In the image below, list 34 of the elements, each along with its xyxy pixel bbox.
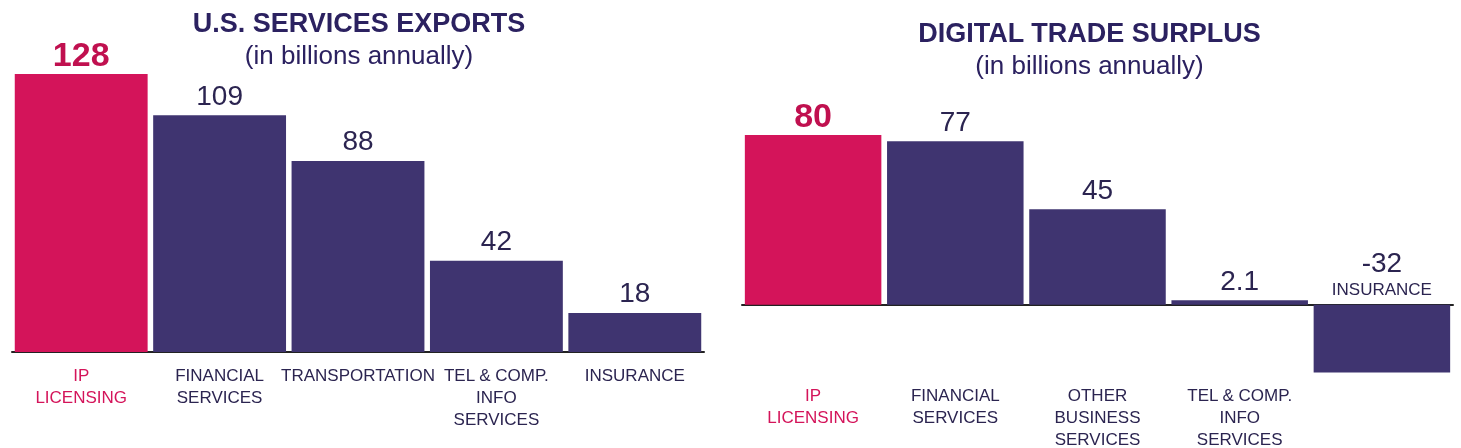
x-tick-label: OTHER BUSINESS SERVICES <box>1054 386 1141 448</box>
data-label: 45 <box>1081 173 1114 205</box>
x-tick-label: TEL & COMP. INFO SERVICES <box>443 365 549 429</box>
bar <box>14 74 148 352</box>
data-label: 109 <box>196 79 243 111</box>
bar <box>291 160 425 352</box>
x-tick-label: INSURANCE <box>584 365 685 385</box>
data-label: 42 <box>480 225 512 257</box>
x-tick-label: FINANCIAL SERVICES <box>175 365 264 407</box>
data-label: 80 <box>794 96 833 134</box>
chart-subtitle: (in billions annually) <box>975 50 1204 80</box>
bar <box>887 141 1024 305</box>
data-label: -32 <box>1361 247 1403 279</box>
data-label: 77 <box>939 105 971 137</box>
x-tick-label: INSURANCE <box>1331 280 1432 300</box>
data-label: 88 <box>342 125 374 157</box>
x-tick-label: TRANSPORTATION <box>281 365 435 385</box>
bar <box>1029 209 1166 305</box>
bar <box>429 260 563 352</box>
data-label: 18 <box>619 277 651 309</box>
chart-subtitle: (in billions annually) <box>244 40 474 70</box>
bar <box>744 135 882 305</box>
x-tick-label: IP LICENSING <box>35 365 128 407</box>
bar <box>568 312 702 352</box>
chart-title: DIGITAL TRADE SURPLUS <box>918 17 1261 48</box>
bar <box>1171 300 1308 305</box>
bar <box>153 115 287 352</box>
x-tick-label: TEL & COMP. INFO SERVICES <box>1187 386 1293 448</box>
data-label: 128 <box>52 35 110 73</box>
bar <box>1313 304 1451 373</box>
x-tick-label: FINANCIAL SERVICES <box>910 386 1000 427</box>
data-label: 2.1 <box>1220 264 1260 296</box>
x-tick-label: IP LICENSING <box>767 386 859 427</box>
chart-title: U.S. SERVICES EXPORTS <box>192 7 526 38</box>
